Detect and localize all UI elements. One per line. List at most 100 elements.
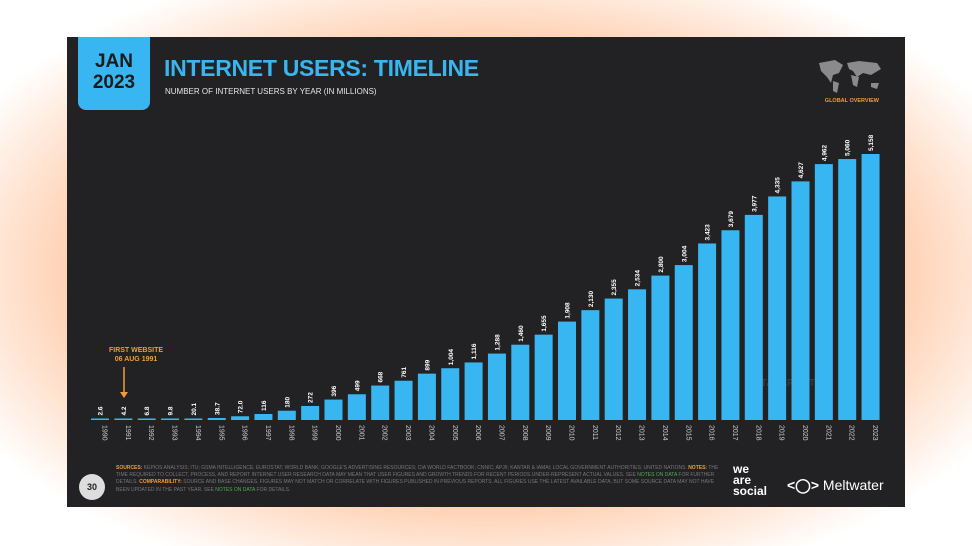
data-label: 1,460 bbox=[518, 325, 525, 342]
x-tick-label: 2000 bbox=[334, 425, 341, 441]
x-tick-label: 2006 bbox=[474, 425, 481, 441]
data-label: 116 bbox=[261, 400, 268, 411]
x-tick-label: 2019 bbox=[778, 425, 785, 441]
bar-2015 bbox=[674, 265, 693, 420]
data-label: 1,288 bbox=[494, 334, 501, 351]
data-label: 899 bbox=[424, 359, 431, 370]
arrow-down-icon bbox=[120, 367, 128, 398]
bar-1999 bbox=[301, 405, 320, 420]
region-label: GLOBAL OVERVIEW bbox=[824, 98, 879, 104]
bar-2019 bbox=[768, 196, 787, 420]
x-tick-label: 2010 bbox=[568, 425, 575, 441]
x-tick-label: 2001 bbox=[357, 425, 364, 441]
bar-1993 bbox=[161, 418, 180, 420]
meltwater-logo: <◯> Meltwater bbox=[787, 477, 884, 493]
x-tick-label: 1994 bbox=[194, 425, 201, 441]
bar-2009 bbox=[534, 334, 553, 420]
x-tick-label: 2014 bbox=[661, 425, 668, 441]
x-tick-label: 2011 bbox=[591, 425, 598, 440]
x-tick-label: 1999 bbox=[311, 425, 318, 441]
data-label: 1,655 bbox=[541, 315, 548, 332]
data-label: 4,962 bbox=[821, 144, 828, 161]
bar-1995 bbox=[207, 418, 226, 420]
bar-1997 bbox=[254, 414, 273, 420]
bar-2010 bbox=[558, 321, 576, 420]
data-label: 396 bbox=[331, 385, 338, 396]
date-badge: JAN 2023 bbox=[78, 37, 150, 110]
data-label: 38.7 bbox=[214, 402, 221, 415]
x-tick-label: 2012 bbox=[614, 425, 621, 441]
notes-on-data-link[interactable]: NOTES ON DATA bbox=[637, 472, 678, 479]
page-subtitle: NUMBER OF INTERNET USERS BY YEAR (IN MIL… bbox=[165, 87, 377, 96]
bar-2017 bbox=[721, 230, 740, 420]
bar-1996 bbox=[231, 416, 250, 420]
bar-1992 bbox=[137, 418, 156, 420]
data-label: 20.1 bbox=[191, 402, 198, 415]
bar-2018 bbox=[744, 214, 763, 420]
annotation-line2: 06 AUG 1991 bbox=[115, 356, 158, 363]
x-tick-label: 1998 bbox=[287, 425, 294, 441]
badge-year: 2023 bbox=[92, 72, 136, 93]
bar-2011 bbox=[581, 310, 600, 420]
data-label: 9.8 bbox=[168, 406, 175, 415]
bar-1994 bbox=[184, 418, 203, 420]
data-label: 2,534 bbox=[635, 270, 642, 287]
data-label: 1,908 bbox=[565, 302, 572, 319]
x-tick-label: 2004 bbox=[427, 425, 434, 441]
watermark: DATAREPORTAL bbox=[747, 378, 828, 389]
x-tick-label: 2022 bbox=[848, 425, 855, 441]
annotation-line1: FIRST WEBSITE bbox=[109, 347, 163, 354]
data-label: 1,004 bbox=[448, 349, 455, 366]
data-label: 5,158 bbox=[868, 134, 875, 151]
bar-2003 bbox=[394, 380, 413, 420]
x-tick-label: 2005 bbox=[451, 425, 458, 441]
x-tick-label: 2008 bbox=[521, 425, 528, 441]
data-label: 272 bbox=[308, 392, 315, 403]
notes-on-data-link[interactable]: NOTES ON DATA bbox=[215, 486, 256, 493]
meltwater-icon: <◯> bbox=[787, 477, 820, 493]
bar-2020 bbox=[791, 181, 810, 420]
sources-note: SOURCES: KEPIOS ANALYSIS; ITU; GSMA INTE… bbox=[116, 465, 719, 493]
x-tick-label: 2021 bbox=[824, 425, 831, 441]
bar-chart: DATAREPORTAL 2.6 1990 4.2 1991 6.8 1992 9.8 199… bbox=[91, 134, 880, 441]
bar-2000 bbox=[324, 399, 343, 420]
x-tick-label: 2020 bbox=[801, 425, 808, 441]
data-label: 499 bbox=[354, 380, 361, 391]
bar-2012 bbox=[604, 298, 623, 420]
slide: JAN 2023 INTERNET USERS: TIMELINE NUMBER… bbox=[67, 37, 905, 507]
bar-1998 bbox=[277, 410, 296, 420]
world-map-icon bbox=[819, 60, 881, 93]
x-tick-label: 1995 bbox=[217, 425, 224, 441]
data-label: 2,130 bbox=[588, 291, 595, 308]
data-label: 3,423 bbox=[705, 224, 712, 241]
bar-1991 bbox=[114, 418, 133, 420]
x-tick-label: 2009 bbox=[544, 425, 551, 441]
x-tick-label: 2023 bbox=[871, 425, 878, 441]
badge-month: JAN bbox=[94, 51, 133, 72]
data-label: 5,060 bbox=[845, 139, 852, 156]
data-label: 4,335 bbox=[775, 177, 782, 194]
bar-2005 bbox=[441, 368, 460, 420]
x-tick-label: 2016 bbox=[708, 425, 715, 441]
x-tick-label: 2015 bbox=[684, 425, 691, 441]
x-tick-label: 2018 bbox=[754, 425, 761, 441]
bar-2021 bbox=[814, 164, 833, 420]
data-label: 2.6 bbox=[98, 406, 105, 415]
bar-2022 bbox=[838, 159, 857, 420]
x-tick-label: 1992 bbox=[147, 425, 154, 441]
data-label: 3,004 bbox=[681, 245, 688, 262]
data-label: 668 bbox=[378, 371, 385, 382]
x-tick-label: 1990 bbox=[101, 425, 108, 441]
data-label: 6.8 bbox=[144, 406, 151, 415]
data-label: 3,679 bbox=[728, 211, 735, 228]
data-label: 4,627 bbox=[798, 162, 805, 179]
bar-2008 bbox=[511, 344, 530, 420]
bar-2001 bbox=[347, 394, 366, 420]
x-tick-label: 2007 bbox=[497, 425, 504, 441]
data-label: 2,800 bbox=[658, 256, 665, 273]
data-label: 72.0 bbox=[238, 400, 245, 413]
bar-2016 bbox=[698, 243, 717, 420]
we-are-social-logo: we are social bbox=[733, 462, 768, 498]
bar-1990 bbox=[91, 418, 109, 420]
bar-2002 bbox=[371, 385, 390, 420]
